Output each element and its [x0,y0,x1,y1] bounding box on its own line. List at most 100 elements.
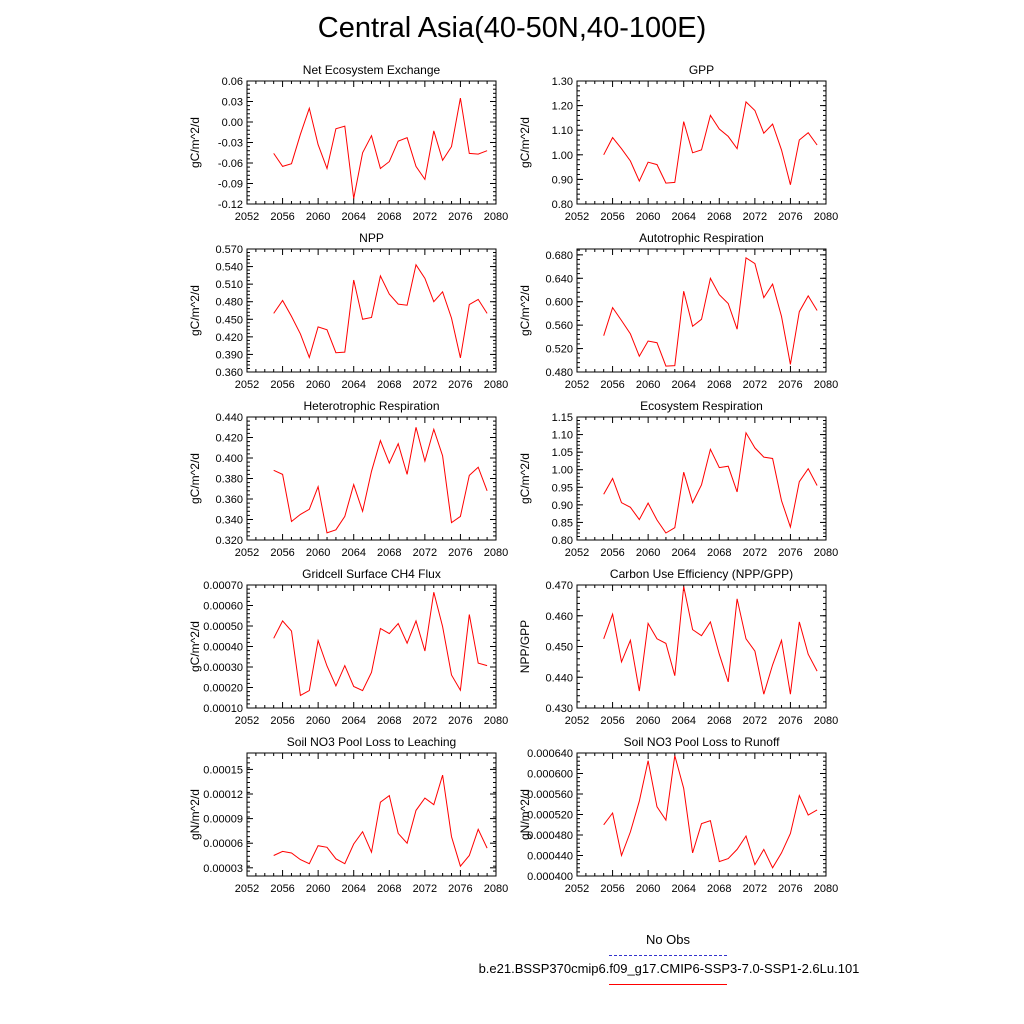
x-tick-label: 2052 [565,547,589,559]
page-title: Central Asia(40-50N,40-100E) [317,12,707,44]
y-tick-label: 0.00020 [203,683,243,695]
x-tick-label: 2060 [636,883,660,895]
y-tick-label: 1.30 [552,76,573,88]
y-tick-label: 1.10 [552,430,573,442]
series-line-0 [603,431,818,534]
y-tick-label: 0.00050 [203,621,243,633]
y-tick-label: 0.570 [215,244,243,256]
chart-panel-3: 2052 2056 2060 2064 2068 2072 2076 2080 0.480 0.5… [518,231,838,391]
y-tick-label: 0.95 [552,482,573,494]
x-tick-label: 2056 [270,379,294,391]
plot-frame [576,584,827,709]
y-tick-label: 0.450 [545,642,573,654]
y-tick-label: 0.510 [215,279,243,291]
x-tick-label: 2056 [600,211,624,223]
y-axis-label: gC/m^2/d [188,117,202,168]
x-tick-label: 2076 [448,211,472,223]
x-tick-label: 2052 [565,211,589,223]
x-tick-label: 2080 [814,547,838,559]
plot-frame [576,80,827,205]
y-tick-label: 0.430 [545,703,573,715]
y-tick-label: 0.560 [545,320,573,332]
x-tick-label: 2064 [671,547,695,559]
y-tick-label: -0.09 [218,179,243,191]
x-tick-label: 2052 [565,715,589,727]
x-tick-label: 2064 [341,715,365,727]
chart-title: Soil NO3 Pool Loss to Runoff [624,735,781,749]
plot-frame [246,248,497,373]
y-tick-label: 0.480 [545,367,573,379]
y-tick-label: 0.80 [552,199,573,211]
y-axis-label: gC/m^2/d [518,453,532,504]
x-tick-label: 2068 [707,379,731,391]
x-tick-label: 2064 [671,211,695,223]
y-tick-label: 0.680 [545,250,573,262]
chart-title: Soil NO3 Pool Loss to Leaching [287,735,456,749]
x-tick-label: 2072 [413,211,437,223]
x-tick-label: 2064 [341,211,365,223]
y-tick-label: 1.10 [552,125,573,137]
x-tick-label: 2052 [235,715,259,727]
x-tick-label: 2064 [671,715,695,727]
x-tick-label: 2068 [377,547,401,559]
x-tick-label: 2064 [671,883,695,895]
chart-title: Heterotrophic Respiration [303,399,439,413]
x-tick-label: 2072 [413,715,437,727]
y-tick-label: 0.400 [215,453,243,465]
y-tick-label: 0.00 [222,117,243,129]
x-tick-label: 2072 [743,211,767,223]
x-tick-label: 2068 [377,715,401,727]
plot-frame [246,416,497,541]
x-tick-label: 2072 [743,379,767,391]
series-line-0 [603,256,818,367]
y-tick-label: 0.00060 [203,601,243,613]
plot-frame [246,80,497,205]
y-axis-label: gC/m^2/d [188,621,202,672]
x-tick-label: 2080 [484,211,508,223]
x-tick-label: 2052 [565,379,589,391]
x-tick-label: 2060 [306,883,330,895]
y-tick-label: 0.00009 [203,814,243,826]
x-tick-label: 2068 [707,883,731,895]
x-tick-label: 2064 [671,379,695,391]
x-tick-label: 2052 [565,883,589,895]
series-line-0 [273,592,488,697]
x-tick-label: 2056 [600,547,624,559]
y-tick-label: 1.00 [552,150,573,162]
y-tick-label: 0.380 [215,474,243,486]
y-axis-label: gN/m^2/d [188,789,202,840]
y-tick-label: 0.80 [552,535,573,547]
x-tick-label: 2068 [377,379,401,391]
chart-panel-1: 2052 2056 2060 2064 2068 2072 2076 2080 0.80 0.90… [518,63,838,223]
x-tick-label: 2056 [600,379,624,391]
x-tick-label: 2072 [743,715,767,727]
y-tick-label: 0.640 [545,273,573,285]
y-tick-label: 0.85 [552,517,573,529]
x-tick-label: 2052 [235,211,259,223]
x-tick-label: 2068 [377,211,401,223]
y-tick-label: 0.000440 [527,851,573,863]
x-tick-label: 2076 [448,547,472,559]
y-tick-label: 0.420 [215,332,243,344]
y-tick-label: 0.00012 [203,789,243,801]
chart-panel-0: 2052 2056 2060 2064 2068 2072 2076 2080 -0.12 -0.… [188,63,508,223]
x-tick-label: 2076 [448,379,472,391]
series-line-0 [603,755,818,869]
y-tick-label: 0.390 [215,349,243,361]
y-tick-label: 0.000480 [527,830,573,842]
x-tick-label: 2080 [484,547,508,559]
series-line-0 [603,100,818,185]
chart-title: Ecosystem Respiration [640,399,763,413]
y-tick-label: 0.450 [215,314,243,326]
x-tick-label: 2076 [778,715,802,727]
series-line-0 [273,263,488,359]
chart-title: Carbon Use Efficiency (NPP/GPP) [610,567,793,581]
legend-entry-label-0: No Obs [645,932,691,947]
chart-title: Autotrophic Respiration [639,231,764,245]
x-tick-label: 2076 [448,715,472,727]
series-line-0 [273,427,488,534]
y-tick-label: 0.000560 [527,789,573,801]
x-tick-label: 2060 [636,211,660,223]
x-tick-label: 2056 [270,547,294,559]
x-tick-label: 2060 [636,715,660,727]
